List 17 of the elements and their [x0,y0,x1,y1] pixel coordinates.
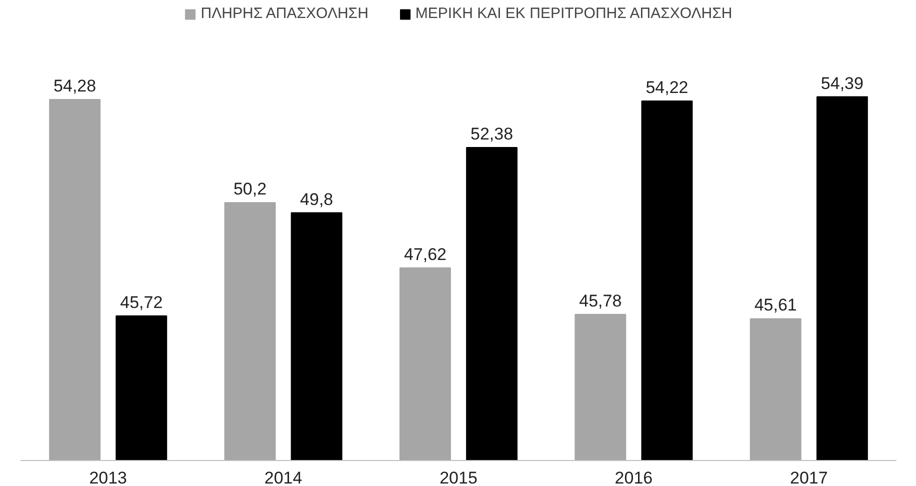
data-label: 47,62 [404,244,446,264]
x-tick-label: 2015 [440,468,478,486]
data-label: 45,61 [754,296,797,315]
data-label: 45,72 [120,292,163,312]
data-label: 49,8 [300,190,334,209]
data-label: 50,2 [233,180,267,199]
legend-label: ΜΕΡΙΚΗ ΚΑΙ ΕΚ ΠΕΡΙΤΡΟΠΗΣ ΑΠΑΣΧΟΛΗΣΗ [415,5,732,22]
data-label: 54,28 [54,76,96,96]
data-label: 45,78 [579,291,622,310]
x-tick-label: 2016 [614,468,653,486]
data-label: 54,39 [820,74,864,93]
x-tick-label: 2013 [89,468,128,486]
x-tick-label: 2017 [790,468,828,486]
data-label: 54,22 [646,78,688,98]
data-label: 52,38 [470,124,514,144]
x-tick-label: 2014 [264,468,302,486]
legend-label: ΠΛΗΡΗΣ ΑΠΑΣΧΟΛΗΣΗ [200,5,368,22]
